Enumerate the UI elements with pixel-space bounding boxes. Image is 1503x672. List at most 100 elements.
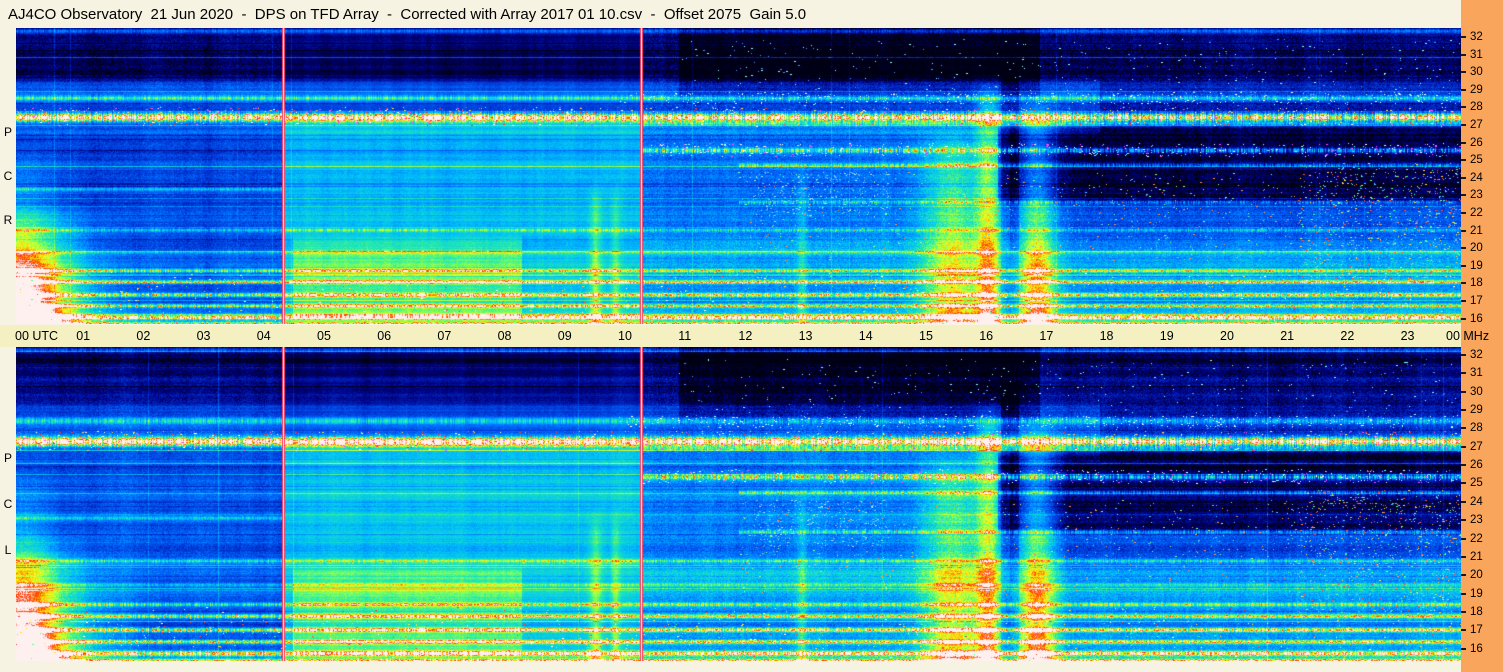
frequency-tick-label: 28 (1470, 101, 1483, 114)
frequency-tick: 31 (1461, 49, 1483, 61)
frequency-tick-label: 22 (1470, 207, 1483, 219)
tick-mark-icon (1461, 500, 1466, 503)
polarization-letter: C (3, 169, 13, 183)
tick-mark-icon (1461, 482, 1466, 485)
frequency-tick-label: 30 (1470, 385, 1483, 398)
frequency-tick: 24 (1461, 496, 1483, 508)
tick-mark-icon (1461, 36, 1466, 38)
tick-mark-icon (1461, 390, 1466, 393)
tick-mark-icon (1461, 647, 1466, 650)
frequency-tick-label: 17 (1470, 295, 1483, 307)
frequency-tick: 23 (1461, 514, 1483, 526)
hour-label: 02 (136, 329, 151, 343)
hour-label: 18 (1099, 329, 1114, 343)
tick-mark-icon (1461, 141, 1466, 144)
hour-label: 05 (317, 329, 331, 343)
frequency-scale-lcp: 32 31 30 29 28 27 (1461, 347, 1503, 661)
tick-mark-icon (1461, 519, 1466, 522)
frequency-tick-label: 27 (1470, 119, 1483, 131)
frequency-tick: 20 (1461, 569, 1483, 581)
time-axis-end-label: 00 MHz (1446, 329, 1490, 343)
tick-mark-icon (1461, 354, 1466, 356)
frequency-tick-label: 25 (1470, 477, 1483, 490)
frequency-tick-label: 25 (1470, 154, 1483, 167)
frequency-tick: 21 (1461, 225, 1483, 237)
hour-label: 08 (497, 329, 512, 343)
frequency-tick-label: 32 (1470, 349, 1483, 361)
frequency-tick: 29 (1461, 404, 1483, 416)
frequency-tick-label: 18 (1470, 277, 1483, 290)
frequency-tick: 21 (1461, 551, 1483, 563)
hour-label: 13 (798, 329, 813, 343)
tick-mark-icon (1461, 106, 1466, 109)
frequency-tick-label: 21 (1470, 550, 1483, 563)
frequency-tick-label: 32 (1470, 31, 1483, 43)
hour-label: 19 (1159, 329, 1174, 343)
tick-mark-icon (1461, 445, 1466, 448)
frequency-tick: 17 (1461, 624, 1483, 636)
polarization-letter: P (3, 125, 12, 139)
tick-mark-icon (1461, 247, 1466, 250)
spectrogram-rcp-canvas (16, 28, 1461, 324)
tick-mark-icon (1461, 124, 1466, 126)
hour-label: 16 (979, 329, 994, 343)
tick-mark-icon (1461, 300, 1466, 302)
hour-label: 15 (919, 329, 933, 343)
hour-label: 06 (377, 329, 392, 343)
frequency-tick-label: 29 (1470, 83, 1483, 96)
tick-mark-icon (1461, 229, 1466, 232)
frequency-tick: 25 (1461, 477, 1483, 489)
polarization-label-rcp: R C P (0, 28, 16, 324)
hour-label: 17 (1039, 329, 1054, 343)
frequency-tick-label: 19 (1470, 587, 1483, 600)
frequency-tick: 17 (1461, 295, 1483, 307)
hour-label: 10 (618, 329, 632, 343)
title-bar: AJ4CO Observatory 21 Jun 2020 - DPS on T… (0, 0, 1461, 28)
frequency-tick-label: 16 (1470, 642, 1483, 655)
frequency-tick: 26 (1461, 459, 1483, 471)
frequency-tick: 16 (1461, 313, 1483, 325)
frequency-tick-label: 23 (1470, 514, 1483, 527)
frequency-tick: 25 (1461, 154, 1483, 166)
hour-label: 09 (557, 329, 572, 343)
frequency-tick-label: 30 (1470, 66, 1483, 79)
frequency-tick: 30 (1461, 66, 1483, 78)
polarization-letter: R (3, 213, 13, 227)
time-axis-start-label: 00 UTC (15, 329, 59, 343)
frequency-tick: 24 (1461, 172, 1483, 184)
frequency-tick-label: 26 (1470, 136, 1483, 149)
tick-mark-icon (1461, 264, 1466, 267)
frequency-tick-label: 19 (1470, 259, 1483, 272)
hour-label: 04 (256, 329, 271, 343)
frequency-tick: 22 (1461, 207, 1483, 219)
tick-mark-icon (1461, 212, 1466, 214)
frequency-tick: 26 (1461, 137, 1483, 149)
frequency-tick: 20 (1461, 242, 1483, 254)
tick-mark-icon (1461, 555, 1466, 558)
polarization-letter: L (4, 543, 12, 557)
tick-mark-icon (1461, 176, 1466, 179)
tick-mark-icon (1461, 317, 1466, 320)
frequency-tick-label: 28 (1470, 422, 1483, 435)
frequency-tick-label: 31 (1470, 367, 1483, 380)
spectrogram-lcp-canvas (16, 347, 1461, 661)
frequency-tick-label: 20 (1470, 242, 1483, 255)
tick-mark-icon (1461, 159, 1466, 162)
hour-label: 14 (858, 329, 873, 343)
frequency-tick: 28 (1461, 422, 1483, 434)
frequency-tick: 22 (1461, 533, 1483, 545)
tick-mark-icon (1461, 372, 1466, 375)
tick-mark-icon (1461, 53, 1466, 56)
frequency-tick-label: 24 (1470, 495, 1483, 508)
frequency-tick-label: 27 (1470, 440, 1483, 453)
hour-label: 23 (1400, 329, 1415, 343)
hour-label: 11 (678, 329, 692, 343)
frequency-tick-label: 26 (1470, 459, 1483, 472)
frequency-tick-label: 23 (1470, 189, 1483, 202)
frequency-tick-label: 24 (1470, 171, 1483, 184)
frequency-tick: 19 (1461, 588, 1483, 600)
hour-label: 01 (76, 329, 91, 343)
frequency-tick-label: 22 (1470, 532, 1483, 545)
frequency-tick: 28 (1461, 101, 1483, 113)
